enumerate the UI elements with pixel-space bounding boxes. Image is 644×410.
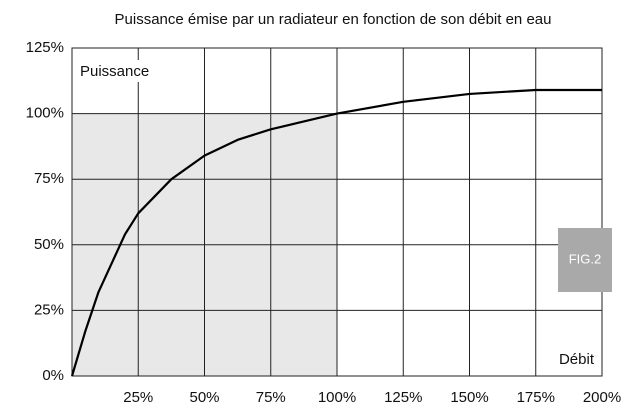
y-tick-label: 100% [26, 105, 64, 122]
x-tick-label: 50% [189, 389, 219, 406]
y-tick-label: 125% [26, 39, 64, 56]
x-tick-label: 175% [517, 389, 555, 406]
label-bg [78, 60, 178, 82]
y-tick-label: 75% [34, 170, 64, 187]
chart-title: Puissance émise par un radiateur en fonc… [115, 11, 552, 28]
plot-frame [71, 47, 603, 377]
x-tick-label: 75% [256, 389, 286, 406]
x-tick-label: 100% [318, 389, 356, 406]
y-tick-label: 50% [34, 236, 64, 253]
figure-label: FIG.2 [569, 251, 602, 266]
y-tick-label: 25% [34, 301, 64, 318]
line [70, 88, 602, 377]
x-tick-label: 200% [583, 389, 621, 406]
x-tick-label: 25% [123, 389, 153, 406]
x-tick-label: 150% [450, 389, 488, 406]
x-axis-label: Débit [559, 351, 595, 368]
y-tick-label: 0% [42, 367, 64, 384]
y-axis-label: Puissance [80, 63, 149, 80]
x-tick-label: 125% [384, 389, 422, 406]
figure-badge [558, 228, 612, 292]
